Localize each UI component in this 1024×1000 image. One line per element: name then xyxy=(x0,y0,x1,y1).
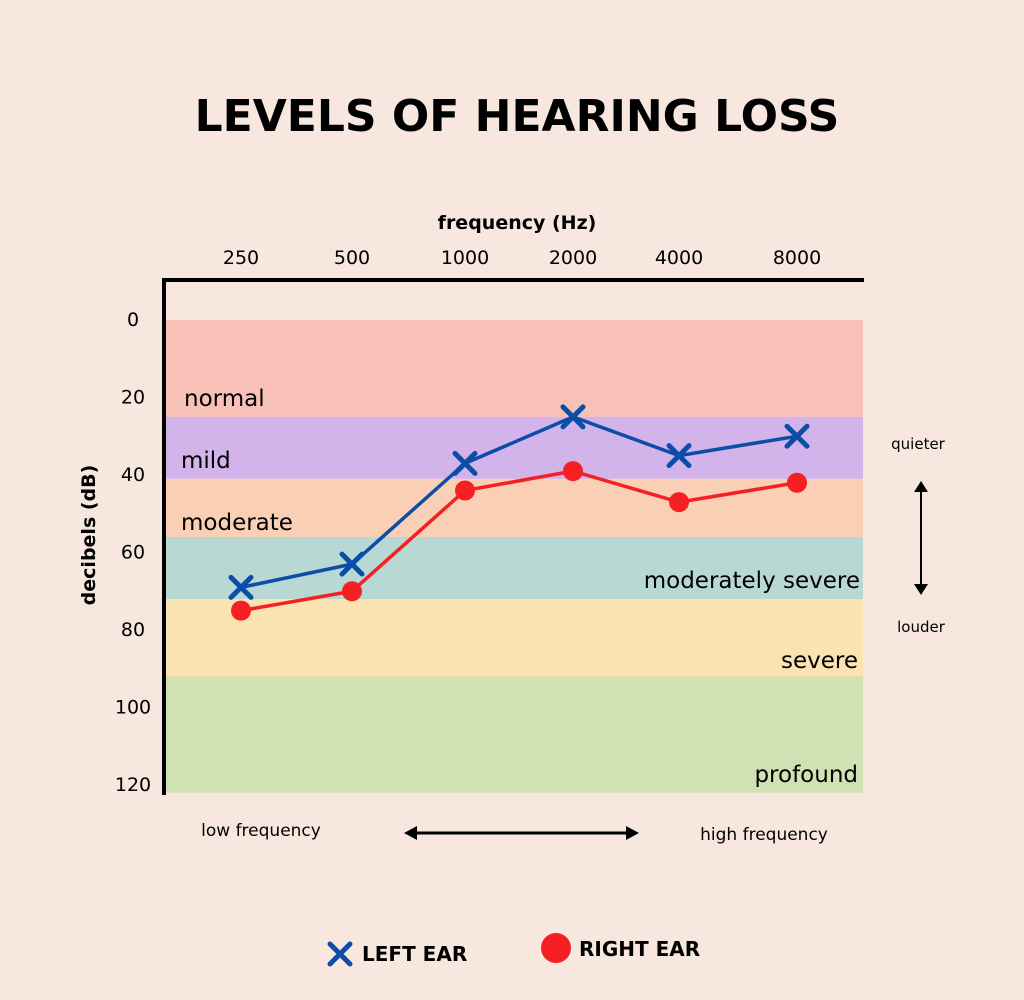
high-frequency-label: high frequency xyxy=(700,825,828,845)
left-ear-line xyxy=(240,415,798,590)
right-ear-point-4000 xyxy=(669,492,689,513)
horizontal-double-arrow-icon xyxy=(404,826,639,840)
y-tick-60: 60 xyxy=(121,542,145,564)
y-tick-100: 100 xyxy=(115,697,151,719)
y-axis-title: decibels (dB) xyxy=(78,465,100,606)
y-tick-labels: 0 20 40 60 80 100 120 xyxy=(115,309,151,796)
band-profound xyxy=(166,676,863,793)
y-tick-120: 120 xyxy=(115,774,151,796)
low-frequency-label: low frequency xyxy=(201,821,321,841)
x-axis-title: frequency (Hz) xyxy=(438,212,597,234)
band-label-moderately-severe: moderately severe xyxy=(644,568,860,594)
left-ear-point-8000 xyxy=(784,423,810,449)
x-tick-2000: 2000 xyxy=(549,247,597,269)
band-label-normal: normal xyxy=(184,386,265,412)
y-tick-80: 80 xyxy=(121,619,145,641)
hearing-level-bands xyxy=(166,320,863,793)
band-mild xyxy=(166,416,863,479)
left-ear-point-4000 xyxy=(666,443,692,469)
band-label-severe: severe xyxy=(781,648,858,674)
right-ear-line xyxy=(240,469,798,613)
band-moderately-severe xyxy=(166,537,863,599)
band-label-moderate: moderate xyxy=(181,510,293,536)
legend-right-ear-label: RIGHT EAR xyxy=(579,937,700,961)
x-tick-250: 250 xyxy=(223,247,259,269)
legend: LEFT EAR RIGHT EAR xyxy=(327,933,700,967)
y-tick-20: 20 xyxy=(121,387,145,409)
y-tick-0: 0 xyxy=(127,309,139,331)
band-label-profound: profound xyxy=(754,762,858,788)
left-ear-point-500 xyxy=(339,551,365,577)
right-ear-point-500 xyxy=(342,581,362,602)
band-severe xyxy=(166,599,863,677)
band-labels: normal mild moderate moderately severe sever… xyxy=(181,386,860,788)
series-markers xyxy=(228,404,810,621)
band-label-mild: mild xyxy=(181,448,231,474)
left-ear-point-2000 xyxy=(560,404,586,430)
band-normal xyxy=(166,320,863,417)
x-tick-4000: 4000 xyxy=(655,247,703,269)
quieter-label: quieter xyxy=(891,435,946,453)
band-moderate xyxy=(166,478,863,537)
legend-right-ear-dot-icon xyxy=(541,933,571,963)
louder-label: louder xyxy=(897,618,946,636)
x-tick-1000: 1000 xyxy=(441,247,489,269)
y-tick-40: 40 xyxy=(121,464,145,486)
legend-left-ear-label: LEFT EAR xyxy=(362,942,467,966)
series-lines xyxy=(240,415,798,613)
left-ear-point-1000 xyxy=(452,450,478,476)
x-tick-500: 500 xyxy=(334,247,370,269)
legend-left-ear-x-icon xyxy=(327,941,353,967)
right-ear-point-250 xyxy=(231,600,251,621)
right-ear-point-2000 xyxy=(563,461,583,482)
left-ear-point-250 xyxy=(228,574,254,600)
right-ear-point-8000 xyxy=(787,472,807,493)
x-tick-labels: 250 500 1000 2000 4000 8000 xyxy=(223,247,821,269)
chart-title: LEVELS OF HEARING LOSS xyxy=(195,91,840,142)
x-tick-8000: 8000 xyxy=(773,247,821,269)
right-ear-point-1000 xyxy=(455,480,475,501)
vertical-double-arrow-icon xyxy=(914,481,928,595)
